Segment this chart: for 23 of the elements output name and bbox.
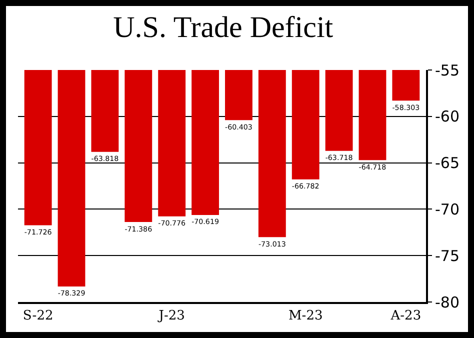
x-tick-label: J-23 [156,308,185,324]
data-label: -60.403 [225,122,252,132]
y-tick-label: -65 [435,154,460,172]
data-label: -64.718 [358,162,387,172]
data-label: -73.013 [258,239,286,248]
data-label: -71.386 [124,224,153,234]
chart-title: U.S. Trade Deficit [113,10,334,44]
data-label: -63.718 [325,153,354,162]
data-label: -70.776 [158,218,186,228]
data-label: -71.726 [24,227,52,236]
data-label: -63.818 [91,154,120,164]
data-label: -70.619 [192,217,220,226]
y-tick-label: -70 [435,200,460,218]
y-tick-label: -55 [435,61,460,80]
data-label: -58.303 [392,102,420,112]
data-label: -78.329 [58,288,86,298]
y-tick-label: -75 [435,246,460,265]
x-tick-label: S-22 [22,308,54,324]
y-tick-label: -80 [435,293,460,312]
y-tick-label: -60 [435,108,460,126]
x-tick-label: M-23 [288,308,323,324]
data-label: -66.782 [292,182,320,191]
x-tick-label: A-23 [390,308,422,324]
